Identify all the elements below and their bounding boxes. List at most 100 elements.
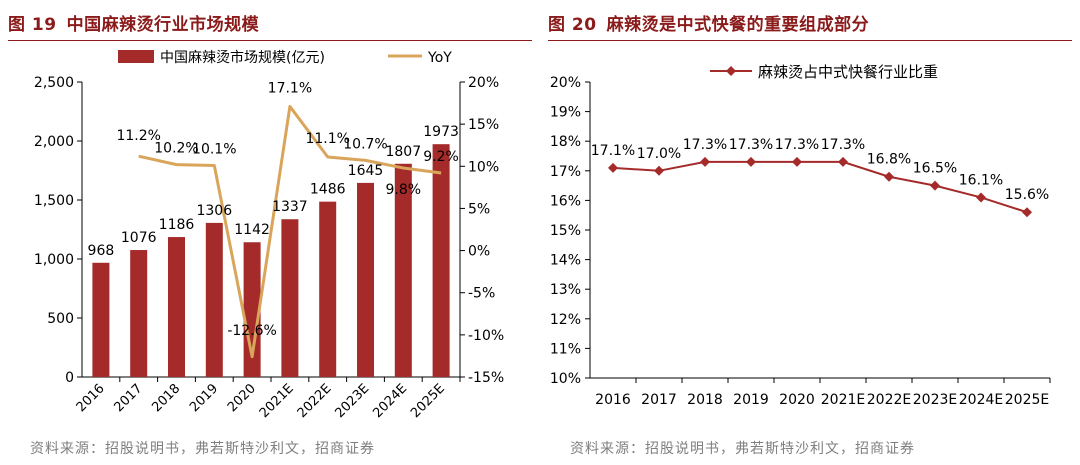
bar <box>168 237 185 377</box>
bar-value-label: 1807 <box>385 144 421 160</box>
x-tick-label: 2023E <box>333 381 373 421</box>
bar <box>205 222 223 377</box>
y2-tick-label: 0% <box>468 244 490 260</box>
bar <box>432 144 450 377</box>
chart-panel-right: 图 20 麻辣烫是中式快餐的重要组成部分 10% 11% 12% 13% 14% 15% 16… <box>540 0 1080 465</box>
title-divider <box>8 40 532 41</box>
bar-value-label: 1645 <box>348 163 384 179</box>
share-line-chart: 10% 11% 12% 13% 14% 15% 16% 17% 18% 19% 20% 2016 201… <box>550 63 1051 408</box>
bar-value-label: 1337 <box>272 199 308 215</box>
legend-line-label: YoY <box>427 50 452 66</box>
data-value-label: 17.3% <box>821 137 865 153</box>
bar-value-label: 1973 <box>423 124 459 140</box>
x-tick-label: 2022E <box>867 392 911 408</box>
y2-tick-label: -10% <box>468 328 504 344</box>
y-tick-label: 1,000 <box>34 252 74 268</box>
bar <box>281 219 299 377</box>
data-point-marker <box>700 156 710 167</box>
bar-value-label: 1076 <box>121 230 157 246</box>
bar <box>319 201 337 377</box>
y-tick-label: 15% <box>550 223 581 239</box>
x-tick-label: 2016 <box>595 392 631 408</box>
data-point-marker <box>976 192 986 203</box>
figure-caption: 麻辣烫是中式快餐的重要组成部分 <box>606 15 870 35</box>
data-value-label: 17.1% <box>591 143 635 159</box>
y-tick-label: 10% <box>550 371 581 387</box>
data-point-marker <box>930 180 940 191</box>
yoy-label: 10.2% <box>154 141 198 157</box>
data-point-marker <box>792 156 802 167</box>
y-tick-label: 18% <box>550 134 581 150</box>
x-tick-label: 2024E <box>370 381 410 421</box>
legend-marker <box>726 66 736 76</box>
data-point-marker <box>884 171 894 182</box>
y-tick-label: 16% <box>550 193 581 209</box>
figure-caption: 中国麻辣烫行业市场规模 <box>66 15 260 35</box>
bar <box>394 163 412 377</box>
x-tick-label: 2024E <box>959 392 1003 408</box>
legend-label: 麻辣烫占中式快餐行业比重 <box>758 63 938 81</box>
y2-tick-label: -15% <box>468 370 504 386</box>
y-tick-label: 14% <box>550 253 581 269</box>
legend-bar-label: 中国麻辣烫市场规模(亿元) <box>160 49 325 66</box>
figure-title: 图 20 麻辣烫是中式快餐的重要组成部分 <box>548 10 869 35</box>
y-tick-label: 0 <box>65 370 74 386</box>
y-tick-label: 2,500 <box>34 75 74 91</box>
x-tick-label: 2019 <box>733 392 769 408</box>
yoy-label: 11.2% <box>116 128 160 144</box>
x-tick-label: 2019 <box>187 381 221 415</box>
x-tick-label: 2018 <box>149 381 183 415</box>
bar <box>130 250 148 377</box>
yoy-label: -12.6% <box>227 323 277 339</box>
x-tick-label: 2022E <box>295 381 335 421</box>
source-note: 资料来源：招股说明书，弗若斯特沙利文，招商证券 <box>30 441 375 457</box>
x-tick-label: 2016 <box>74 381 108 415</box>
bar-value-label: 968 <box>88 243 115 259</box>
bar-value-label: 1486 <box>310 182 346 198</box>
data-point-marker <box>654 165 664 176</box>
data-point-marker <box>608 162 618 173</box>
yoy-label: 9.8% <box>386 182 422 198</box>
x-tick-label: 2025E <box>1005 392 1049 408</box>
y-tick-label: 1,500 <box>34 193 74 209</box>
data-value-label: 17.3% <box>729 137 773 153</box>
y2-tick-label: 10% <box>468 159 499 175</box>
x-tick-label: 2018 <box>687 392 723 408</box>
y2-tick-label: 5% <box>468 201 490 217</box>
y-tick-label: 19% <box>550 105 581 121</box>
bar-value-label: 1306 <box>196 203 232 219</box>
bar <box>243 242 261 377</box>
data-value-label: 16.8% <box>867 152 911 168</box>
data-value-label: 17.3% <box>775 137 819 153</box>
x-tick-label: 2025E <box>408 381 448 421</box>
data-value-label: 17.0% <box>637 146 681 162</box>
data-point-marker <box>1022 207 1032 218</box>
bar <box>92 262 110 377</box>
data-point-marker <box>838 156 848 167</box>
data-value-label: 16.1% <box>959 172 1003 188</box>
x-tick-label: 2017 <box>641 392 677 408</box>
y-tick-label: 17% <box>550 164 581 180</box>
yoy-label: 10.1% <box>192 141 236 157</box>
bar <box>357 182 374 377</box>
data-value-label: 15.6% <box>1005 187 1049 203</box>
yoy-label: 11.1% <box>305 131 349 147</box>
data-value-label: 17.3% <box>683 137 727 153</box>
chart-panel-left: 图 19 中国麻辣烫行业市场规模 0 500 1,000 1,500 2,000 2,500… <box>8 15 532 457</box>
source-note: 资料来源：招股说明书，弗若斯特沙利文，招商证券 <box>570 441 915 457</box>
legend-bar-swatch <box>118 50 154 63</box>
bar-value-label: 1186 <box>159 217 195 233</box>
y-tick-label: 11% <box>550 341 581 357</box>
bar-value-label: 1142 <box>234 222 270 238</box>
yoy-label: 10.7% <box>343 136 387 152</box>
x-tick-label: 2020 <box>225 381 259 415</box>
y2-tick-label: -5% <box>468 286 495 302</box>
x-tick-label: 2020 <box>779 392 815 408</box>
yoy-label: 17.1% <box>268 80 312 96</box>
y-tick-label: 500 <box>47 311 74 327</box>
y2-tick-label: 15% <box>468 117 499 133</box>
market-size-chart: 0 500 1,000 1,500 2,000 2,500 -15% -10% -5% 0% 5% 1… <box>34 49 504 421</box>
x-tick-label: 2021E <box>257 381 297 421</box>
y-tick-label: 20% <box>550 75 581 91</box>
x-tick-label: 2021E <box>821 392 865 408</box>
